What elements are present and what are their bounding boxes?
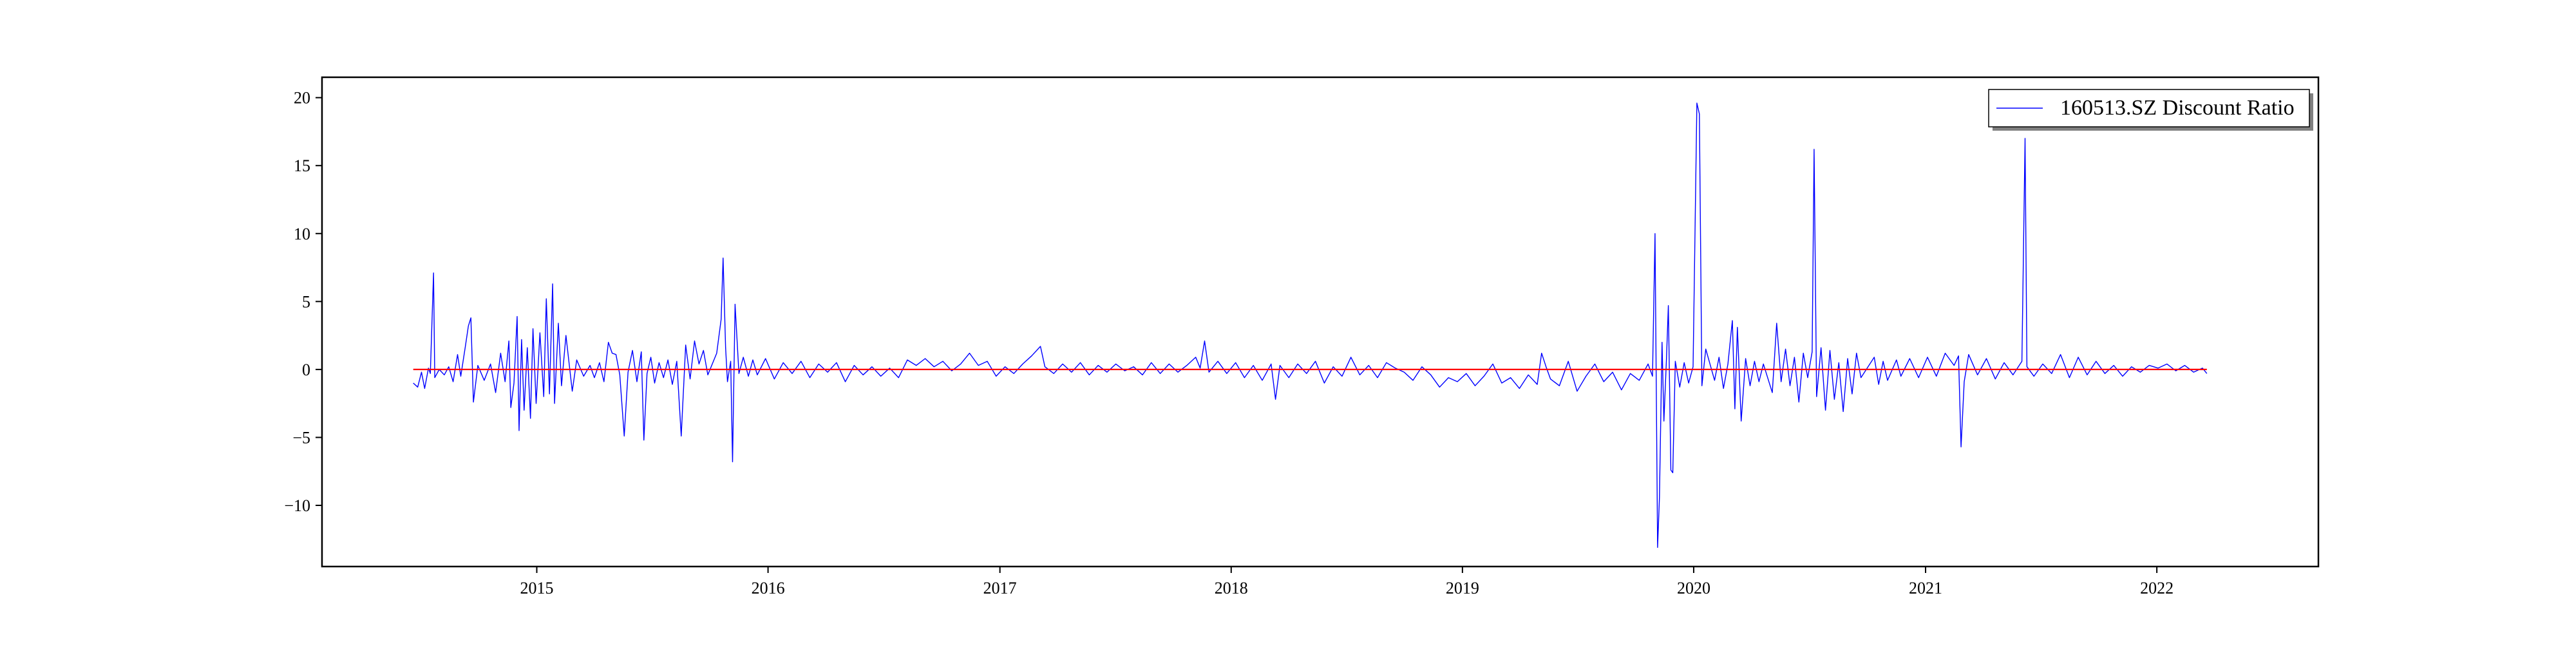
x-tick-label: 2021: [1909, 579, 1942, 597]
x-tick-label: 2017: [983, 579, 1017, 597]
x-axis: 2015 2016 2017 2018 2019 2020 2021 2022: [520, 567, 2174, 597]
y-tick-label: −5: [292, 428, 310, 447]
y-tick-label: 0: [302, 361, 310, 379]
plot-frame: [321, 76, 2320, 568]
series-layer: [413, 102, 2208, 549]
legend-label: 160513.SZ Discount Ratio: [2060, 96, 2295, 120]
y-tick-label: −10: [284, 496, 310, 515]
y-tick-label: 10: [294, 225, 310, 243]
discount-ratio-line: [413, 102, 2208, 549]
y-axis: 20 15 10 5 0 −5 −10: [284, 89, 322, 515]
x-tick-label: 2020: [1677, 579, 1710, 597]
y-tick-label: 5: [302, 292, 310, 311]
legend: 160513.SZ Discount Ratio: [1988, 89, 2313, 131]
x-tick-label: 2015: [520, 579, 554, 597]
x-tick-label: 2019: [1446, 579, 1479, 597]
x-tick-label: 2016: [752, 579, 785, 597]
y-tick-label: 20: [294, 89, 310, 108]
x-tick-label: 2018: [1215, 579, 1248, 597]
y-tick-label: 15: [294, 156, 310, 175]
x-tick-label: 2022: [2140, 579, 2174, 597]
